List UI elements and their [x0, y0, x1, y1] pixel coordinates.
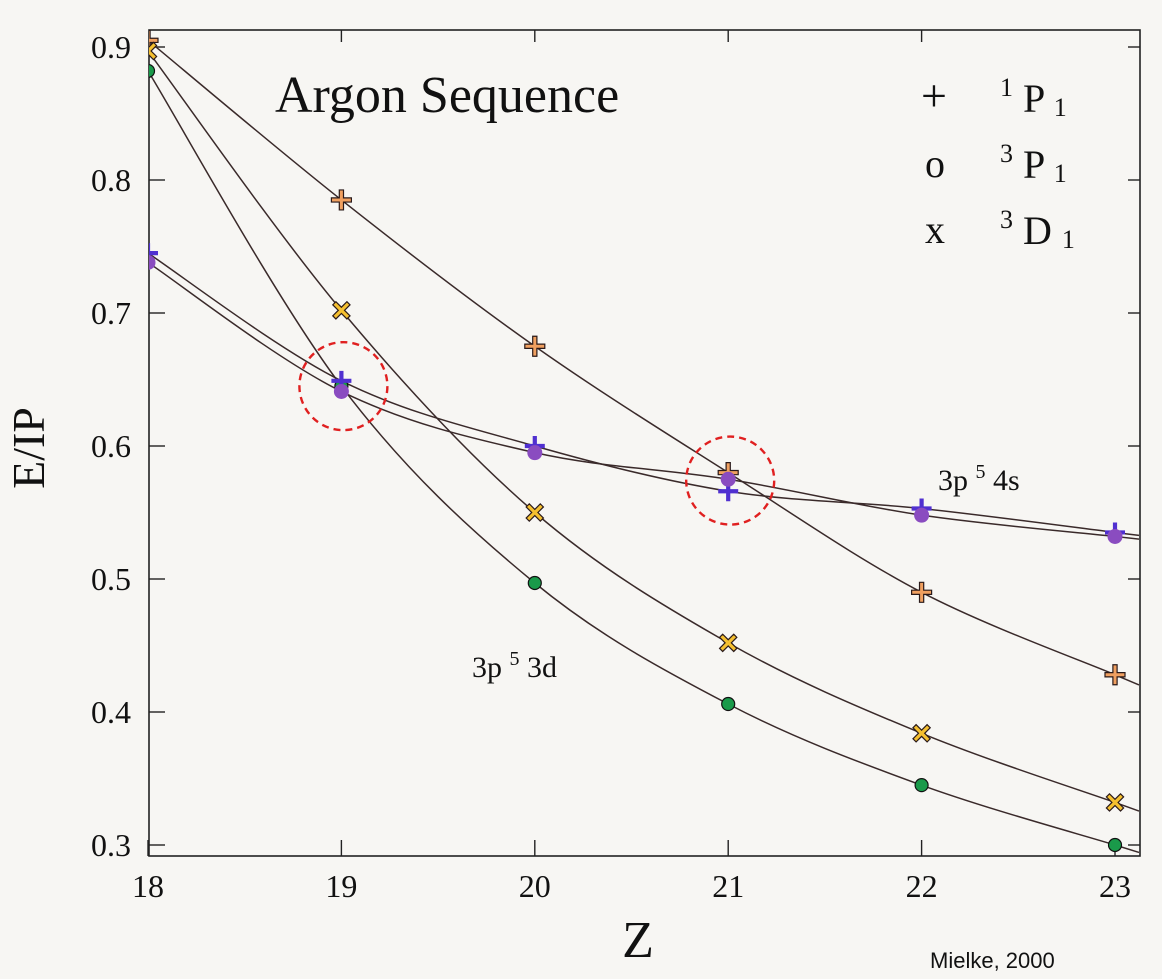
data-point-3p53d-cross [912, 723, 932, 743]
legend-marker-plus: + [921, 70, 947, 121]
legend-1p1-superscript: 1 [1000, 73, 1013, 102]
data-point-3p54s-circle [149, 255, 156, 270]
legend-marker-circle: o [925, 141, 945, 186]
legend-3d1-superscript: 3 [1000, 205, 1013, 234]
cross-shape [718, 633, 738, 653]
plot-frame [148, 29, 1141, 857]
legend-label-3d1: 3 D 1 [1000, 192, 1075, 254]
cross-shape [149, 41, 158, 61]
series-line-3p54s-plus [149, 252, 1140, 537]
data-point-3p53d-circle [721, 696, 736, 712]
data-point-3p53d-cross [718, 633, 738, 653]
y-tick-label: 0.5 [91, 561, 131, 597]
annotation-3p53d-base: 3p [472, 651, 502, 684]
series-lines [149, 40, 1140, 854]
data-point-3p54s-circle [527, 445, 543, 461]
data-point-3p53d-cross [525, 503, 545, 522]
data-point-3p54s-plus [331, 370, 352, 391]
cross-shape [1105, 792, 1125, 812]
y-tick-label: 0.9 [91, 29, 131, 65]
series-line-3p53d-circle [149, 71, 1140, 854]
cross-shape [331, 300, 351, 320]
series-line-3p54s-circle [149, 262, 1140, 540]
x-tick-label: 19 [325, 868, 357, 904]
annotation-3p54s-base: 3p [938, 464, 968, 497]
y-tick-label: 0.6 [91, 428, 131, 464]
axis-ticks: 18 19 20 21 22 23 0.3 0.4 0.5 0.6 0.7 0.8 0.9 [91, 29, 1140, 904]
data-point-3p53d-plus [330, 189, 352, 211]
data-point-3p53d-circle [1107, 837, 1123, 853]
y-axis-label: E/IP [3, 407, 54, 489]
x-tick-label: 22 [906, 868, 938, 904]
annotation-3p53d-superscript: 5 [510, 648, 520, 670]
data-point-3p53d-cross [331, 300, 351, 320]
annotation-3p54s-superscript: 5 [976, 461, 986, 483]
data-point-3p53d-plus [524, 335, 546, 357]
annotation-3p54s-rest: 4s [993, 464, 1020, 497]
legend-label-1p1: 1 P 1 [1000, 60, 1067, 122]
highlight-circle [685, 435, 776, 526]
x-tick-label: 18 [132, 868, 164, 904]
y-tick-label: 0.7 [91, 295, 131, 331]
y-tick-label: 0.8 [91, 162, 131, 198]
series-line-3p53d-plus [149, 40, 1140, 686]
x-tick-label: 23 [1099, 868, 1131, 904]
cross-shape [525, 503, 545, 522]
legend-3d1-term: D [1023, 208, 1052, 253]
legend-3d1-subscript: 1 [1062, 225, 1075, 254]
highlight-circles [298, 340, 776, 526]
legend-3p1-subscript: 1 [1054, 159, 1067, 188]
data-point-3p53d-circle [914, 778, 929, 793]
data-point-3p54s-circle [914, 507, 930, 523]
legend: + 1 P 1 o 3 P 1 x 3 D 1 [921, 60, 1075, 254]
x-axis-label: Z [622, 912, 654, 969]
data-point-3p54s-plus [718, 481, 739, 502]
data-point-3p54s-circle [720, 471, 736, 487]
annotation-3p53d: 3p 5 3d [472, 639, 557, 684]
legend-3p1-term: P [1023, 142, 1044, 187]
data-point-3p53d-cross [149, 41, 158, 61]
series-markers [149, 30, 1126, 853]
data-point-3p53d-circle [149, 63, 156, 78]
data-point-3p53d-circle [527, 575, 542, 591]
legend-3p1-superscript: 3 [1000, 139, 1013, 168]
data-point-3p54s-circle [333, 383, 349, 399]
legend-label-3p1: 3 P 1 [1000, 126, 1067, 188]
x-tick-label: 20 [519, 868, 551, 904]
annotation-3p53d-rest: 3d [527, 651, 557, 684]
highlight-circle [298, 340, 389, 432]
credit-text: Mielke, 2000 [930, 948, 1055, 973]
annotation-3p54s: 3p 5 4s [938, 452, 1020, 497]
x-tick-label: 21 [712, 868, 744, 904]
data-point-3p53d-plus [1104, 664, 1126, 686]
legend-marker-cross: x [925, 207, 945, 252]
data-point-3p54s-plus [149, 243, 158, 264]
series-line-3p53d-cross [149, 51, 1140, 812]
y-tick-label: 0.3 [91, 827, 131, 863]
data-point-3p53d-cross [1105, 792, 1125, 812]
data-point-3p54s-circle [1107, 528, 1123, 544]
cross-shape [912, 723, 932, 743]
legend-1p1-subscript: 1 [1054, 93, 1067, 122]
y-tick-label: 0.4 [91, 694, 131, 730]
data-point-3p53d-plus [911, 581, 933, 603]
legend-1p1-term: P [1023, 76, 1044, 121]
chart-title: Argon Sequence [275, 67, 619, 124]
